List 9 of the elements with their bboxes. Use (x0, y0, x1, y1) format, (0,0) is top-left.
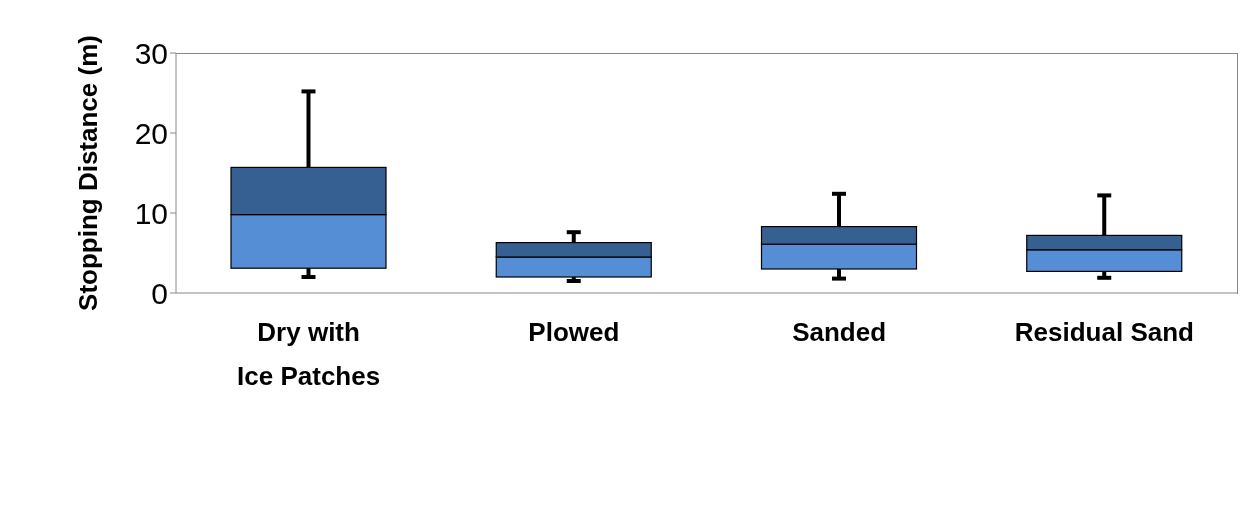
y-axis-title: Stopping Distance (m) (73, 35, 104, 311)
y-tick-label: 20 (134, 116, 168, 150)
x-tick-label: Plowed (528, 317, 620, 347)
x-tick-label: Residual Sand (1014, 317, 1194, 347)
x-tick-label: Sanded (792, 317, 887, 347)
y-tick-label: 0 (151, 276, 168, 310)
y-tick-label: 30 (134, 36, 168, 70)
y-tick-label: 10 (134, 196, 168, 230)
x-tick-label: Dry with Ice Patches (237, 317, 381, 391)
